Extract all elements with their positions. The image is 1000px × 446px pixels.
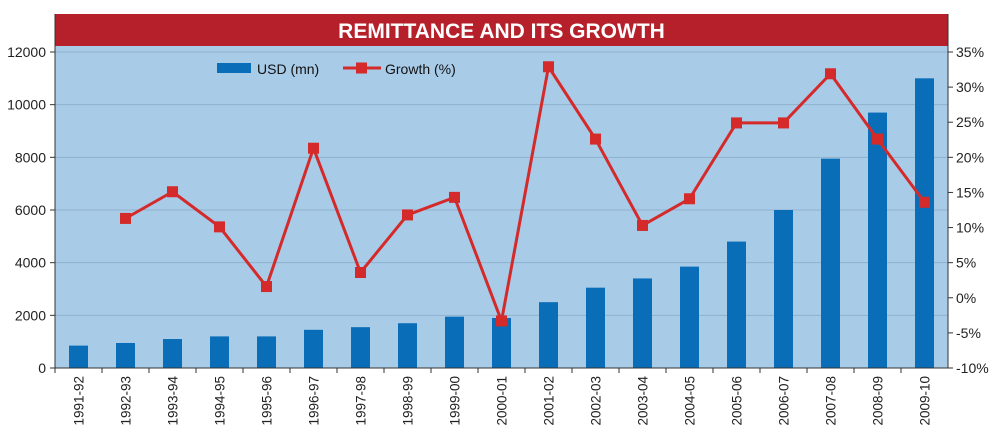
x-tick-label: 2005-06 (730, 376, 745, 426)
x-tick-label: 1996-97 (307, 376, 322, 426)
x-tick-label: 1998-99 (401, 376, 416, 426)
chart-title: REMITTANCE AND ITS GROWTH (338, 20, 665, 43)
legend: USD (mn) Growth (%) (217, 61, 456, 77)
bar-1995-96 (257, 336, 276, 368)
x-tick-label: 2006-07 (777, 376, 792, 426)
left-tick-label: 2000 (15, 307, 46, 323)
bar-1992-93 (116, 342, 135, 368)
growth-point-1994-95 (214, 221, 225, 233)
growth-point-1998-99 (402, 209, 413, 221)
x-tick-label: 1991-92 (72, 376, 87, 426)
grid-lines (55, 51, 948, 316)
bar-2004-05 (680, 266, 699, 368)
bar-2006-07 (774, 210, 793, 368)
right-tick-label: 15% (956, 184, 984, 200)
left-tick-label: 8000 (15, 149, 46, 165)
growth-point-2008-09 (872, 133, 883, 145)
x-tick-label: 2009-10 (918, 376, 933, 426)
plot-area (55, 14, 948, 368)
bar-2008-09 (868, 112, 887, 368)
right-tick-label: 0% (956, 290, 976, 306)
bar-1991-92 (69, 345, 88, 368)
growth-point-2009-10 (919, 196, 930, 208)
right-tick-label: 5% (956, 255, 976, 271)
left-tick-label: 12000 (7, 44, 46, 60)
x-tick-label: 1995-96 (260, 376, 275, 426)
growth-point-1992-93 (120, 212, 131, 224)
growth-point-2006-07 (778, 117, 789, 129)
growth-point-2004-05 (684, 193, 695, 205)
x-tick-label: 2004-05 (683, 376, 698, 426)
bar-1998-99 (398, 323, 417, 368)
title-bar (55, 14, 948, 46)
x-tick-label: 1993-94 (166, 376, 181, 426)
growth-point-2002-03 (590, 133, 601, 145)
growth-point-2001-02 (543, 61, 554, 73)
bar-2000-01 (492, 317, 511, 368)
x-tick-label: 1997-98 (354, 376, 369, 426)
line-series (120, 61, 930, 327)
growth-point-2005-06 (731, 117, 742, 129)
bar-1993-94 (163, 339, 182, 368)
bar-series (69, 78, 934, 368)
x-tick-label: 1992-93 (119, 376, 134, 426)
right-tick-label: 10% (956, 220, 984, 236)
bar-1996-97 (304, 329, 323, 368)
right-tick-label: 20% (956, 149, 984, 165)
x-tick-label: 1999-00 (448, 376, 463, 426)
right-tick-label: 25% (956, 114, 984, 130)
bar-2001-02 (539, 302, 558, 368)
bar-2005-06 (727, 241, 746, 368)
x-tick-label: 2001-02 (542, 376, 557, 426)
growth-point-1995-96 (261, 281, 272, 293)
growth-line (124, 65, 926, 323)
growth-point-1999-00 (449, 191, 460, 203)
legend-label-usd: USD (mn) (257, 61, 319, 77)
bar-1994-95 (210, 336, 229, 368)
growth-point-2007-08 (825, 68, 836, 80)
x-tick-label: 2003-04 (636, 376, 651, 426)
bar-2009-10 (915, 78, 934, 368)
bar-2007-08 (821, 158, 840, 368)
x-tick-label: 2002-03 (589, 376, 604, 426)
bar-1997-98 (351, 327, 370, 368)
growth-point-1996-97 (308, 142, 319, 154)
growth-point-2000-01 (496, 315, 507, 327)
growth-point-2003-04 (637, 219, 648, 231)
right-tick-label: -10% (956, 360, 989, 376)
left-tick-label: 4000 (15, 255, 46, 271)
growth-point-1997-98 (355, 266, 366, 278)
right-tick-label: -5% (956, 325, 981, 341)
bar-1999-00 (445, 316, 464, 368)
right-tick-label: 30% (956, 79, 984, 95)
growth-point-1993-94 (167, 186, 178, 198)
axes: 0 2000 4000 6000 8000 10000 12000 -10% -5% 0% 5% 10… (7, 14, 989, 426)
left-tick-label: 10000 (7, 97, 46, 113)
x-tick-label: 2000-01 (495, 376, 510, 426)
legend-swatch-growth-marker (356, 62, 367, 74)
legend-swatch-usd (217, 63, 251, 73)
x-tick-label: 2007-08 (824, 376, 839, 426)
right-tick-label: 35% (956, 44, 984, 60)
x-tick-label: 2008-09 (871, 376, 886, 426)
left-tick-label: 0 (38, 360, 46, 376)
x-tick-label: 1994-95 (213, 376, 228, 426)
legend-label-growth: Growth (%) (385, 61, 456, 77)
bar-2002-03 (586, 287, 605, 368)
bar-2003-04 (633, 278, 652, 368)
left-tick-label: 6000 (15, 202, 46, 218)
